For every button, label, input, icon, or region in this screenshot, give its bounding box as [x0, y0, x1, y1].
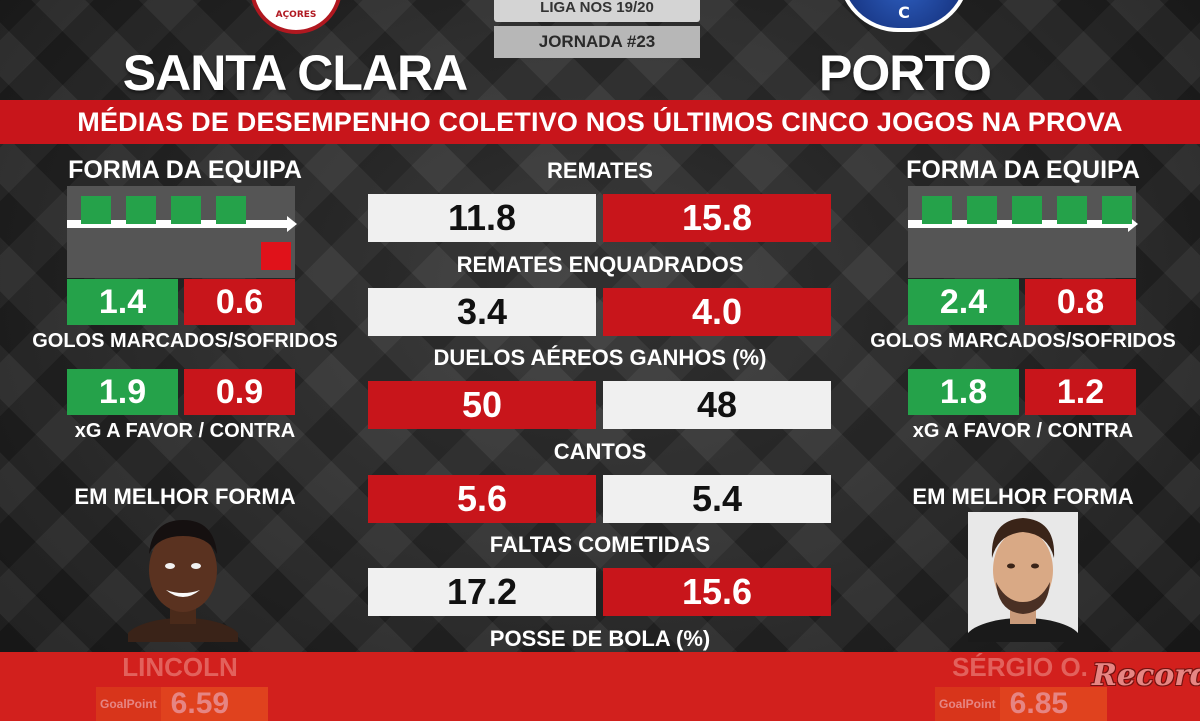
- form-win: [1057, 196, 1087, 224]
- section-banner: MÉDIAS DE DESEMPENHO COLETIVO NOS ÚLTIMO…: [0, 100, 1200, 144]
- away-stat-value: 5.4: [603, 475, 831, 523]
- stat-label: REMATES ENQUADRADOS: [456, 252, 744, 277]
- away-goals-scored: 2.4: [908, 279, 1019, 325]
- away-player-name: SÉRGIO O.: [952, 652, 1088, 682]
- santa-clara-crest: AÇORES: [250, 0, 342, 34]
- form-win: [171, 196, 201, 224]
- away-form-title: FORMA DA EQUIPA: [906, 156, 1140, 184]
- stat-label: REMATES: [547, 158, 653, 183]
- home-stat-value: 50: [368, 381, 596, 429]
- stat-label: DUELOS AÉREOS GANHOS (%): [433, 345, 767, 370]
- form-win: [967, 196, 997, 224]
- away-team-name: PORTO: [819, 45, 992, 101]
- home-goals-label: GOLOS MARCADOS/SOFRIDOS: [32, 330, 338, 352]
- away-stat-value: 15.6: [603, 568, 831, 616]
- away-rating-value: 6.85: [1009, 687, 1069, 720]
- home-stat-value: 3.4: [368, 288, 596, 336]
- record-logo: Record: [1092, 658, 1200, 693]
- home-rating-value: 6.59: [170, 687, 230, 720]
- stat-label: FALTAS COMETIDAS: [489, 532, 711, 557]
- away-goals-label: GOLOS MARCADOS/SOFRIDOS: [870, 330, 1176, 352]
- home-player-name: LINCOLN: [122, 652, 238, 682]
- away-rating-badge: GoalPoint 6.85: [935, 687, 1107, 721]
- home-rating-badge: GoalPoint 6.59: [96, 687, 268, 721]
- form-win: [1012, 196, 1042, 224]
- stat-label: POSSE DE BOLA (%): [489, 626, 711, 651]
- form-win: [1102, 196, 1132, 224]
- goalpoint-logo: GoalPoint: [935, 687, 1000, 721]
- crest-text: AÇORES: [275, 10, 317, 20]
- crest-text: C: [898, 3, 910, 22]
- away-player-photo: [968, 512, 1078, 642]
- home-stat-value: 17.2: [368, 568, 596, 616]
- form-win: [126, 196, 156, 224]
- home-form-strip: [67, 186, 297, 278]
- home-form-title: FORMA DA EQUIPA: [68, 156, 302, 184]
- away-goals-conceded: 0.8: [1025, 279, 1136, 325]
- stat-label: CANTOS: [553, 439, 647, 464]
- porto-crest: C: [838, 0, 970, 32]
- home-xg-for: 1.9: [67, 369, 178, 415]
- round-label: JORNADA #23: [494, 26, 700, 58]
- form-timeline: [67, 216, 297, 232]
- form-win: [922, 196, 952, 224]
- away-stat-value: 15.8: [603, 194, 831, 242]
- away-stat-value: 48: [603, 381, 831, 429]
- form-loss: [261, 242, 291, 270]
- away-stat-value: 4.0: [603, 288, 831, 336]
- home-goals-conceded: 0.6: [184, 279, 295, 325]
- home-player-photo: [128, 512, 238, 642]
- away-xg-for: 1.8: [908, 369, 1019, 415]
- form-win: [216, 196, 246, 224]
- home-stat-value: 11.8: [368, 194, 596, 242]
- banner-title: MÉDIAS DE DESEMPENHO COLETIVO NOS ÚLTIMO…: [77, 106, 1123, 137]
- goalpoint-logo: GoalPoint: [96, 687, 161, 721]
- league-label: LIGA NOS 19/20: [494, 0, 700, 22]
- away-xg-against: 1.2: [1025, 369, 1136, 415]
- home-xg-label: xG A FAVOR / CONTRA: [74, 420, 296, 442]
- home-stat-value: 5.6: [368, 475, 596, 523]
- home-best-form-title: EM MELHOR FORMA: [74, 484, 296, 509]
- away-best-form-title: EM MELHOR FORMA: [912, 484, 1134, 509]
- away-xg-label: xG A FAVOR / CONTRA: [912, 420, 1134, 442]
- home-team-name: SANTA CLARA: [122, 45, 469, 101]
- home-goals-scored: 1.4: [67, 279, 178, 325]
- away-form-strip: [908, 186, 1138, 278]
- form-win: [81, 196, 111, 224]
- home-xg-against: 0.9: [184, 369, 295, 415]
- form-timeline: [908, 216, 1138, 232]
